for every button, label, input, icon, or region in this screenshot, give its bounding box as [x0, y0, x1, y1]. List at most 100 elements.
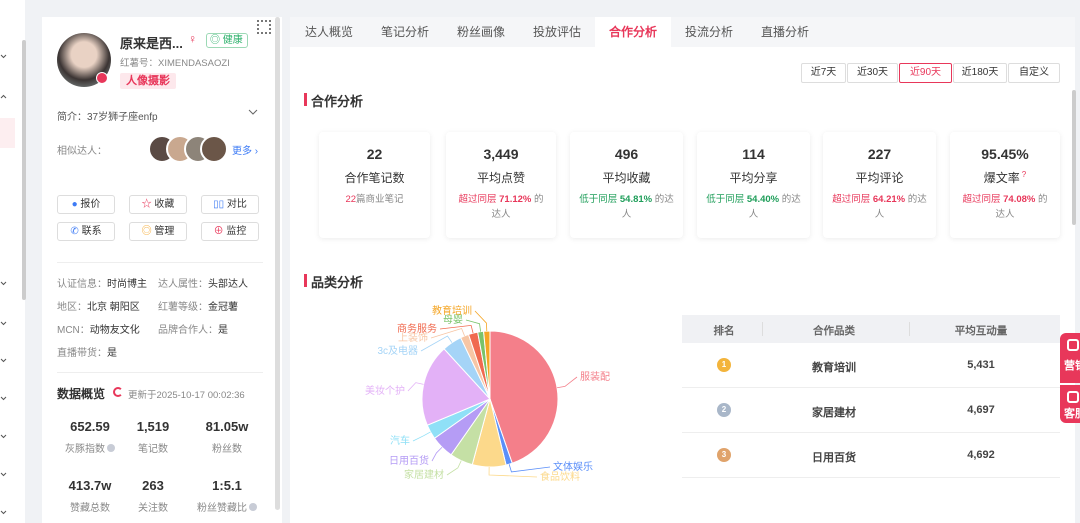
leader-line [439, 324, 474, 334]
refresh-icon[interactable] [113, 387, 123, 397]
tab[interactable]: 投放评估 [532, 25, 581, 39]
pie-slice [421, 348, 491, 426]
leader-line [488, 466, 538, 478]
action-button[interactable]: ✆ 联系 [57, 222, 115, 241]
action-button[interactable]: ⊕ 监控 [201, 222, 259, 241]
metric-card: 227 平均评论 超过同层 64.21% 的达人 [823, 132, 936, 238]
info-value: 北京 朝阳区 [87, 302, 140, 313]
date-range-button[interactable]: 自定义 [1008, 63, 1060, 83]
main-panel: 合作分析 品类分析 服装配饰文体娱乐食品饮料家居建材日用百货汽车美妆个护3c及电… [290, 17, 1076, 523]
action-icon: ◎ [141, 226, 155, 237]
pie-label: 教育培训 [432, 304, 472, 317]
table-row [682, 343, 1060, 388]
action-label: 管理 [154, 226, 175, 237]
metric-label-text: 平均点赞 [476, 171, 525, 185]
side-strip [0, 0, 26, 523]
info-value: 是 [218, 325, 228, 336]
more-link[interactable]: 更多 › [232, 146, 259, 157]
info-row: 地区：北京 朝阳区 [57, 298, 140, 313]
tab[interactable]: 笔记分析 [380, 25, 429, 39]
compare-suffix: 的达人 [995, 194, 1048, 220]
tab[interactable]: 粉丝画像 [456, 25, 505, 39]
note-text: 篇商业笔记 [356, 194, 404, 205]
metric-compare: 低于同层 54.40% 的达人 [705, 192, 802, 222]
metric-card: 496 平均收藏 低于同层 54.81% 的达人 [570, 132, 683, 238]
similar-avatar[interactable] [200, 135, 228, 163]
tab[interactable]: 合作分析 [595, 17, 671, 47]
compare-prefix: 超过同层 [962, 194, 1001, 205]
table-row [682, 388, 1060, 433]
section-title: 合作分析 [311, 94, 364, 109]
tab[interactable]: 直播分析 [760, 25, 809, 39]
pie-label: 美妆个护 [365, 384, 405, 397]
date-range-button[interactable]: 近30天 [847, 63, 898, 83]
action-icon: ⊕ [213, 226, 227, 237]
compare-prefix: 超过同层 [832, 194, 871, 205]
table-header-cell: 平均互动量 [954, 325, 1008, 337]
compare-suffix: 的达人 [874, 194, 927, 220]
action-icon: ☆ [141, 199, 155, 210]
stat-label: 粉丝赞藏比 [187, 499, 267, 514]
table-cell: 4,697 [967, 404, 995, 416]
intro: 简介：37岁狮子座enfp [57, 112, 158, 123]
date-range-button[interactable]: 近90天 [899, 63, 952, 83]
tab[interactable]: 达人概览 [304, 25, 353, 39]
info-row: MCN：动物友文化 [57, 321, 140, 336]
metric-card: 114 平均分享 低于同层 54.40% 的达人 [697, 132, 810, 238]
stat-label: 赞藏总数 [50, 499, 130, 514]
pie-label: 汽车 [390, 434, 410, 447]
metric-compare: 超过同层 71.12% 的达人 [454, 192, 548, 222]
pie-label: 文体娱乐 [553, 460, 593, 473]
pie-label: 母婴 [443, 314, 463, 326]
expand-icon[interactable] [248, 109, 258, 117]
metric-label: 平均点赞 [446, 169, 556, 186]
stat-label-text: 粉丝赞藏比 [197, 503, 247, 514]
help-mark: ? [1021, 170, 1027, 179]
float-button[interactable]: 营销 [1060, 333, 1080, 383]
side-highlight [0, 118, 15, 148]
stat-label: 粉丝数 [187, 440, 267, 455]
tab[interactable]: 投流分析 [684, 25, 733, 39]
profile-panel: 原来是西... ♀ ◎ 健康 红薯号：XIMENDASAOZI 人像摄影 简介：… [42, 17, 282, 523]
compare-percent: 54.40% [746, 194, 780, 205]
float-button[interactable]: 客服 [1060, 385, 1080, 423]
compare-suffix: 的达人 [491, 194, 544, 220]
help-icon[interactable] [107, 444, 115, 452]
help-icon[interactable] [249, 503, 257, 511]
qr-icon[interactable] [257, 20, 271, 34]
stat-label-text: 粉丝数 [212, 444, 242, 455]
action-button[interactable]: ▯▯ 对比 [201, 195, 259, 214]
metric-card: 22 合作笔记数 22篇商业笔记 [319, 132, 430, 238]
section-marker [304, 274, 307, 287]
action-button[interactable]: ☆ 收藏 [129, 195, 187, 214]
tag: 人像摄影 [120, 73, 176, 89]
float-label: 客服 [1064, 408, 1080, 420]
date-range-button[interactable]: 近180天 [953, 63, 1007, 83]
metric-label: 平均收藏 [570, 169, 683, 186]
divider [57, 372, 263, 373]
action-button[interactable]: ● 报价 [57, 195, 115, 214]
float-label: 营销 [1064, 360, 1080, 372]
overview-title: 数据概览 [57, 387, 106, 401]
stat-value: 652.59 [70, 419, 110, 434]
leader-line [556, 376, 578, 389]
float-icon [1067, 391, 1079, 403]
compare-prefix: 低于同层 [579, 194, 618, 205]
pie-label: 上装饰 [398, 331, 428, 344]
action-icon: ● [71, 199, 81, 210]
health-badge: ◎ 健康 [206, 33, 248, 48]
action-label: 对比 [226, 199, 247, 210]
pie-label: 日用百货 [389, 454, 429, 467]
pie-label: 家居建材 [404, 468, 444, 481]
table-cell: 教育培训 [812, 362, 856, 374]
date-range-button[interactable]: 近7天 [801, 63, 846, 83]
scroll-handle [1072, 90, 1076, 225]
table-cell: 家居建材 [812, 407, 856, 419]
metric-compare: 超过同层 64.21% 的达人 [831, 192, 928, 222]
health-text: 健康 [222, 35, 243, 46]
pie-slice [489, 330, 559, 464]
leader-line [431, 446, 443, 462]
note-count: 22 [345, 194, 357, 205]
action-button[interactable]: ◎ 管理 [129, 222, 187, 241]
